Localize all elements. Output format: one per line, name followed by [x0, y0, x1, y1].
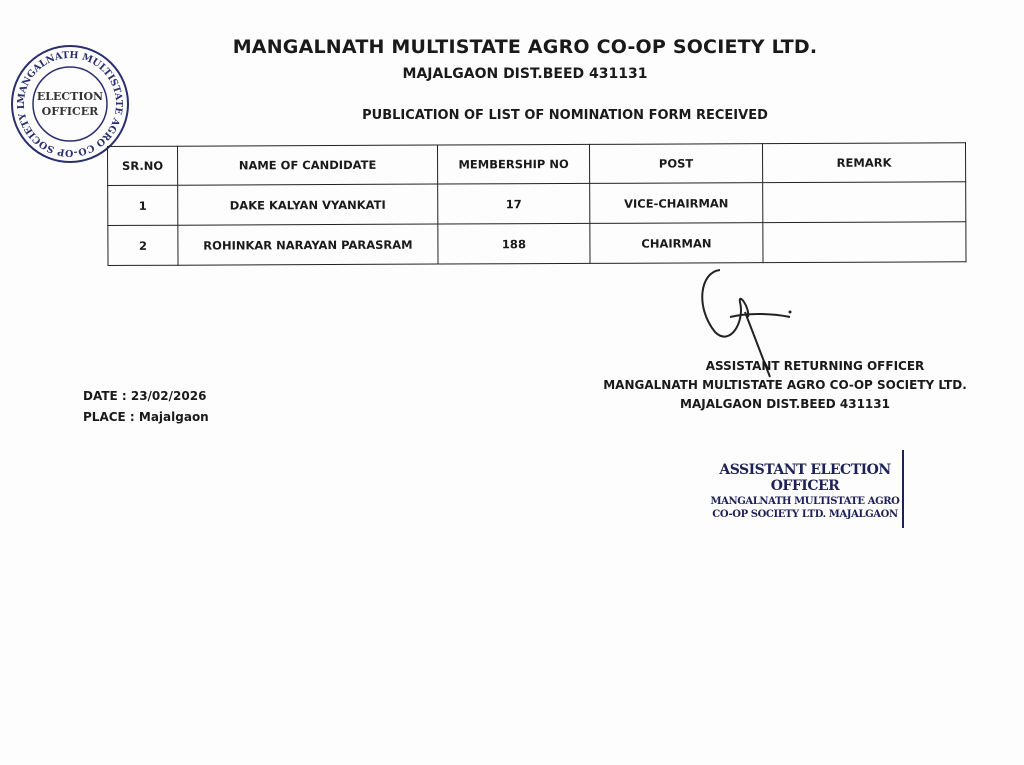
col-header-remark: REMARK: [762, 142, 966, 183]
cell-name: DAKE KALYAN VYANKATI: [177, 184, 438, 226]
seal-line2: MANGALNATH MULTISTATE AGRO: [710, 496, 900, 507]
officer-block: ASSISTANT RETURNING OFFICER MANGALNATH M…: [590, 357, 980, 414]
col-header-post: POST: [589, 143, 763, 184]
stamp-line1: ELECTION: [37, 90, 103, 103]
date: DATE : 23/02/2026: [83, 389, 207, 403]
officer-org: MANGALNATH MULTISTATE AGRO CO-OP SOCIETY…: [603, 378, 967, 392]
officer-title: ASSISTANT RETURNING OFFICER: [705, 359, 925, 373]
seal-border-line: [902, 450, 904, 528]
cell-remark: [762, 181, 966, 223]
place: PLACE : Majalgaon: [83, 410, 209, 424]
document-address: MAJALGAON DIST.BEED 431131: [402, 66, 648, 82]
signature: [701, 269, 792, 378]
cell-srno: 2: [107, 225, 179, 266]
col-header-membership: MEMBERSHIP NO: [437, 144, 590, 185]
election-officer-stamp: MANGALNATH MULTISTATE AGRO CO-OP SOCIETY…: [8, 42, 129, 163]
seal-line3: CO-OP SOCIETY LTD. MAJALGAON: [712, 509, 898, 520]
cell-membership: 188: [437, 223, 591, 265]
cell-name: ROHINKAR NARAYAN PARASRAM: [177, 224, 439, 266]
stamp-line2: OFFICER: [42, 105, 99, 118]
cell-srno: 1: [107, 185, 178, 226]
col-header-srno: SR.NO: [107, 146, 178, 186]
assistant-election-officer-seal: ASSISTANT ELECTION OFFICER MANGALNATH MU…: [700, 462, 910, 520]
document-title: MANGALNATH MULTISTATE AGRO CO-OP SOCIETY…: [232, 36, 818, 58]
table-row: 1 DAKE KALYAN VYANKATI 17 VICE-CHAIRMAN: [107, 181, 966, 226]
col-header-name: NAME OF CANDIDATE: [177, 145, 438, 186]
date-place-block: DATE : 23/02/2026 PLACE : Majalgaon: [83, 386, 209, 428]
cell-post: CHAIRMAN: [589, 222, 764, 264]
cell-remark: [762, 221, 967, 263]
cell-post: VICE-CHAIRMAN: [589, 182, 763, 224]
officer-address: MAJALGAON DIST.BEED 431131: [680, 397, 890, 411]
document-subtitle: PUBLICATION OF LIST OF NOMINATION FORM R…: [362, 108, 768, 123]
nomination-table: SR.NO NAME OF CANDIDATE MEMBERSHIP NO PO…: [107, 142, 967, 266]
cell-membership: 17: [437, 183, 590, 225]
table-header-row: SR.NO NAME OF CANDIDATE MEMBERSHIP NO PO…: [107, 142, 966, 186]
table-row: 2 ROHINKAR NARAYAN PARASRAM 188 CHAIRMAN: [107, 221, 967, 266]
seal-line1: ASSISTANT ELECTION OFFICER: [719, 462, 891, 494]
